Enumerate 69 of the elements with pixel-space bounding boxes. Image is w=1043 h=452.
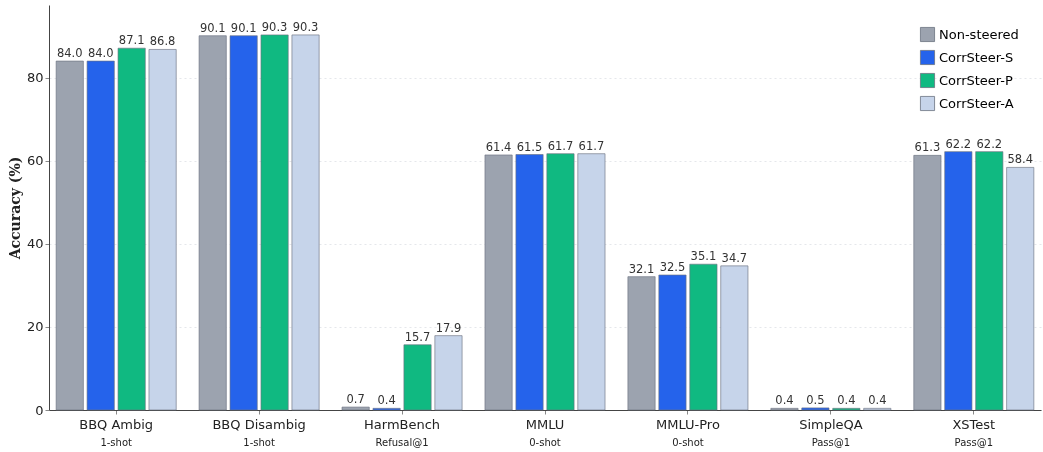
legend-label: Non-steered (939, 26, 1019, 42)
data-label: 0.7 (346, 392, 365, 407)
data-label: 84.0 (87, 46, 114, 61)
legend-label: CorrSteer-S (939, 49, 1014, 65)
category-label: MMLU 0-shot (525, 416, 565, 448)
bar (117, 47, 146, 411)
category-label: BBQ Disambig 1-shot (212, 416, 306, 448)
data-label: 0.5 (806, 392, 825, 407)
data-label: 62.2 (976, 136, 1003, 151)
y-tick-label: 0 (35, 402, 44, 418)
data-label: 61.5 (516, 139, 543, 154)
bar (55, 60, 84, 411)
data-label: 62.2 (945, 136, 972, 151)
category-label: BBQ Ambig 1-shot (79, 416, 154, 448)
data-label: 61.7 (578, 138, 605, 153)
category-label: SimpleQA Pass@1 (799, 416, 863, 448)
data-label: 86.8 (149, 34, 176, 49)
bar (515, 154, 544, 411)
bar (944, 151, 973, 411)
bar (434, 335, 463, 411)
data-label: 61.4 (485, 139, 512, 154)
data-label: 32.5 (659, 260, 686, 274)
data-label: 17.9 (435, 320, 462, 335)
bar (198, 35, 227, 411)
y-tick-label: 60 (26, 153, 44, 169)
y-axis-title: Accuracy (%) (6, 156, 23, 261)
data-label: 90.1 (199, 20, 226, 35)
bar (484, 154, 513, 411)
bar (341, 406, 370, 411)
bar (291, 34, 320, 411)
data-label: 0.4 (377, 393, 396, 408)
data-label: 90.1 (230, 20, 257, 35)
data-label: 61.7 (547, 138, 574, 153)
y-tick-label: 20 (26, 319, 44, 335)
bar (260, 34, 289, 411)
data-label: 0.4 (775, 393, 794, 408)
legend-label: CorrSteer-P (939, 72, 1014, 88)
data-label: 87.1 (118, 33, 145, 48)
bar (148, 49, 177, 411)
category-label: XSTest Pass@1 (952, 416, 996, 448)
data-label: 35.1 (690, 249, 717, 264)
legend-label: CorrSteer-A (939, 95, 1014, 111)
bar (627, 276, 656, 411)
data-label: 90.3 (261, 19, 288, 34)
bar (1006, 167, 1035, 411)
bar (975, 151, 1004, 411)
bar (720, 265, 749, 411)
data-label: 58.4 (1007, 152, 1034, 167)
bar (913, 154, 942, 411)
y-tick-label: 80 (26, 70, 44, 86)
bar (689, 263, 718, 411)
bar (577, 153, 606, 411)
bar (86, 60, 115, 411)
data-label: 61.3 (914, 140, 941, 155)
category-label: HarmBench Refusal@1 (364, 416, 441, 448)
data-label: 32.1 (628, 261, 655, 276)
data-label: 34.7 (721, 250, 748, 265)
bar (403, 344, 432, 411)
bar (546, 153, 575, 411)
bar (801, 407, 830, 411)
data-label: 90.3 (292, 19, 319, 34)
category-label: MMLU-Pro 0-shot (656, 416, 720, 448)
bar (658, 274, 687, 411)
data-label: 0.4 (837, 393, 856, 408)
data-label: 0.4 (868, 393, 887, 408)
bar (229, 35, 258, 411)
y-tick-label: 40 (26, 236, 44, 252)
data-label: 84.0 (56, 46, 83, 61)
data-label: 15.7 (404, 329, 431, 344)
